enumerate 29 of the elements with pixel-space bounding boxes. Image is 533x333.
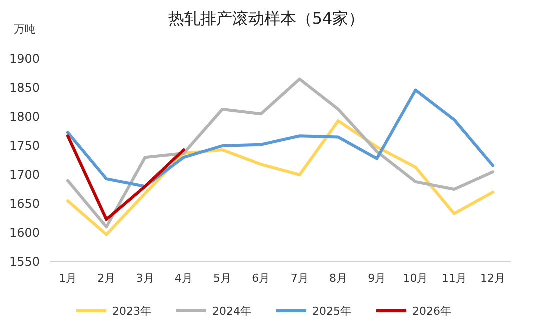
x-tick-label: 7月 [290, 272, 309, 285]
legend-label: 2026年 [412, 304, 452, 318]
line-series [66, 78, 494, 229]
x-tick-label: 2月 [98, 272, 116, 285]
y-tick-label: 1650 [9, 197, 40, 212]
x-tick-label: 3月 [136, 272, 154, 285]
line-series [66, 88, 494, 188]
x-tick-label: 11月 [442, 272, 467, 285]
x-tick-label: 12月 [480, 272, 506, 285]
x-tick-label: 6月 [252, 272, 270, 285]
y-tick-label: 1750 [9, 139, 40, 154]
x-tick-label: 8月 [329, 272, 348, 285]
line-series [66, 134, 186, 222]
chart-title: 热轧排产滚动样本（54家） [168, 9, 365, 28]
y-tick-label: 1800 [9, 110, 40, 124]
y-tick-label: 1550 [9, 255, 40, 270]
legend-label: 2025年 [312, 304, 352, 318]
x-tick-label: 10月 [403, 272, 428, 285]
y-axis-title: 万吨 [14, 23, 36, 36]
y-tick-label: 1600 [9, 226, 40, 240]
legend-label: 2024年 [212, 304, 252, 318]
x-tick-label: 1月 [59, 272, 77, 285]
y-tick-label: 1900 [9, 52, 40, 66]
y-tick-label: 1700 [9, 168, 40, 182]
x-tick-label: 4月 [174, 272, 193, 285]
x-tick-label: 5月 [214, 272, 232, 285]
y-tick-label: 1850 [9, 81, 40, 96]
legend-label: 2023年 [112, 304, 152, 318]
x-tick-label: 9月 [368, 272, 386, 285]
